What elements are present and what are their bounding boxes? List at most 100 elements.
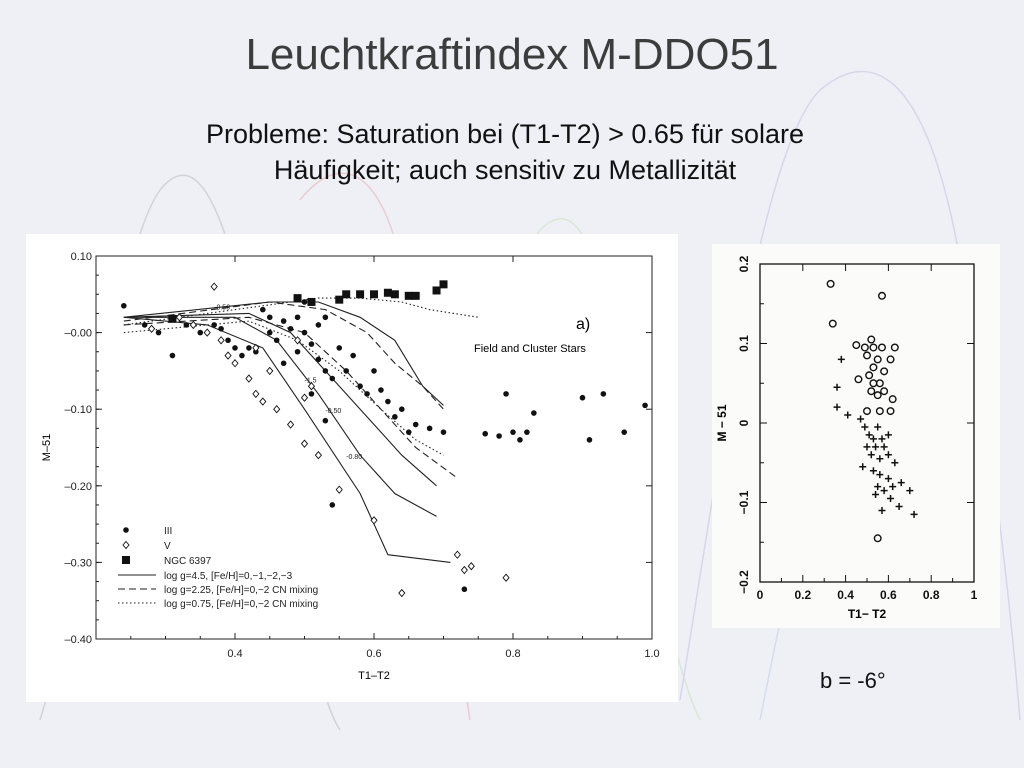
data-point-circle — [890, 343, 899, 352]
data-point-plus — [910, 510, 918, 518]
data-point-circle — [875, 407, 884, 416]
data-point-dot — [232, 345, 238, 351]
data-point-plus — [863, 443, 871, 451]
curve-label: -0.50 — [325, 408, 341, 415]
y-tick-label: –0.10 — [64, 404, 92, 416]
data-point-dot — [246, 345, 252, 351]
legend-marker-square — [122, 556, 130, 564]
data-point-diamond — [287, 420, 295, 429]
data-point-plus — [861, 423, 869, 431]
data-point-dot — [357, 383, 363, 390]
chart-b: 0 0.2 0.4 0.6 0.8 1 0.2 0.1 0 −0.1 −0.2 T1− T2 M −… — [715, 255, 978, 621]
data-point-dot — [225, 337, 231, 344]
data-point-dot — [496, 433, 502, 439]
data-point-plus — [895, 502, 903, 510]
data-point-plus — [884, 475, 892, 483]
data-point-dot — [322, 417, 329, 424]
x-tick-label: 1 — [971, 588, 978, 602]
data-point-dot — [301, 329, 308, 336]
caption-latitude: b = -6° — [820, 668, 886, 693]
x-tick-label: 0.8 — [923, 588, 940, 602]
data-point-dot — [315, 356, 322, 363]
data-point-circle — [869, 379, 878, 388]
data-point-plus — [891, 459, 899, 467]
x-tick-label: 0.2 — [794, 588, 811, 602]
data-point-diamond — [189, 320, 197, 330]
subtitle-line-1: Probleme: Saturation bei (T1-T2) > 0.65 … — [205, 119, 805, 149]
data-point-square — [307, 297, 316, 306]
x-tick-label: 0.6 — [366, 648, 381, 660]
y-tick-label: 0.2 — [737, 255, 751, 272]
y-axis-label: M − 51 — [715, 404, 729, 441]
data-point-circle — [877, 291, 886, 300]
data-point-dot — [405, 429, 412, 435]
data-point-dot — [315, 322, 322, 328]
data-point-plus — [874, 483, 882, 491]
data-point-circle — [854, 375, 863, 384]
x-tick-label: 1.0 — [644, 648, 659, 660]
data-point-circle — [828, 319, 837, 328]
legend-label: log g=0.75, [Fe/H]=0,−2 CN mixing — [164, 599, 318, 610]
model-curve-dashed — [123, 316, 458, 479]
y-axis-label: M–51 — [41, 434, 53, 462]
data-point-plus — [865, 431, 873, 439]
panel-label: a) — [576, 316, 590, 333]
data-point-dot — [329, 375, 336, 382]
data-point-dot — [350, 352, 356, 359]
data-point-dot — [412, 421, 419, 428]
data-point-circle — [877, 343, 886, 352]
data-point-plus — [844, 411, 852, 419]
data-point-plus — [876, 455, 884, 463]
data-point-dot — [461, 586, 468, 593]
legend-marker-dot — [123, 527, 129, 533]
data-point-circle — [869, 363, 878, 372]
legend-label: NGC 6397 — [164, 556, 212, 567]
data-point-plus — [884, 431, 892, 439]
data-point-plus — [869, 435, 877, 443]
data-point-dot — [440, 429, 447, 435]
data-point-dot — [586, 437, 593, 443]
data-point-circle — [867, 335, 876, 344]
x-axis-label: T1− T2 — [848, 607, 887, 621]
data-point-diamond — [300, 393, 309, 402]
data-point-square — [383, 288, 392, 297]
data-point-circle — [852, 341, 861, 350]
x-axis-label: T1–T2 — [358, 670, 390, 682]
data-point-plus — [833, 383, 841, 391]
data-point-dot — [482, 430, 489, 437]
data-point-diamond — [231, 359, 239, 368]
data-point-dot — [294, 314, 301, 321]
y-tick-label: –0.20 — [64, 481, 92, 493]
y-tick-label: 0.10 — [71, 251, 92, 263]
data-point-plus — [872, 491, 880, 499]
data-point-dot — [301, 299, 308, 305]
data-point-dot — [121, 302, 127, 309]
data-point-dot — [273, 337, 280, 344]
curve-label: -1.5 — [305, 377, 317, 384]
data-point-circle — [869, 343, 878, 352]
data-point-diamond — [224, 351, 232, 360]
data-point-circle — [875, 379, 884, 388]
data-point-square — [293, 294, 302, 303]
data-point-dot — [294, 348, 301, 355]
data-point-square — [411, 291, 420, 300]
data-point-diamond — [252, 343, 260, 353]
data-point-diamond — [266, 366, 274, 376]
data-point-circle — [873, 534, 882, 543]
x-tick-label: 0.4 — [227, 648, 242, 660]
data-point-diamond — [300, 439, 309, 448]
curve-label: -0.50 — [214, 305, 230, 312]
y-tick-label: –0.30 — [64, 557, 92, 569]
slide-title: Leuchtkraftindex M-DDO51 — [245, 30, 779, 79]
data-point-dot — [426, 425, 433, 432]
y-tick-label: –0.00 — [64, 328, 92, 340]
data-point-dot — [239, 352, 245, 359]
data-point-plus — [872, 443, 880, 451]
plot-frame — [759, 263, 975, 583]
data-point-diamond — [502, 573, 510, 582]
data-point-diamond — [217, 336, 225, 345]
data-point-dot — [371, 368, 377, 374]
legend-label: III — [164, 526, 172, 537]
data-point-diamond — [370, 516, 378, 525]
data-point-plus — [880, 443, 888, 451]
